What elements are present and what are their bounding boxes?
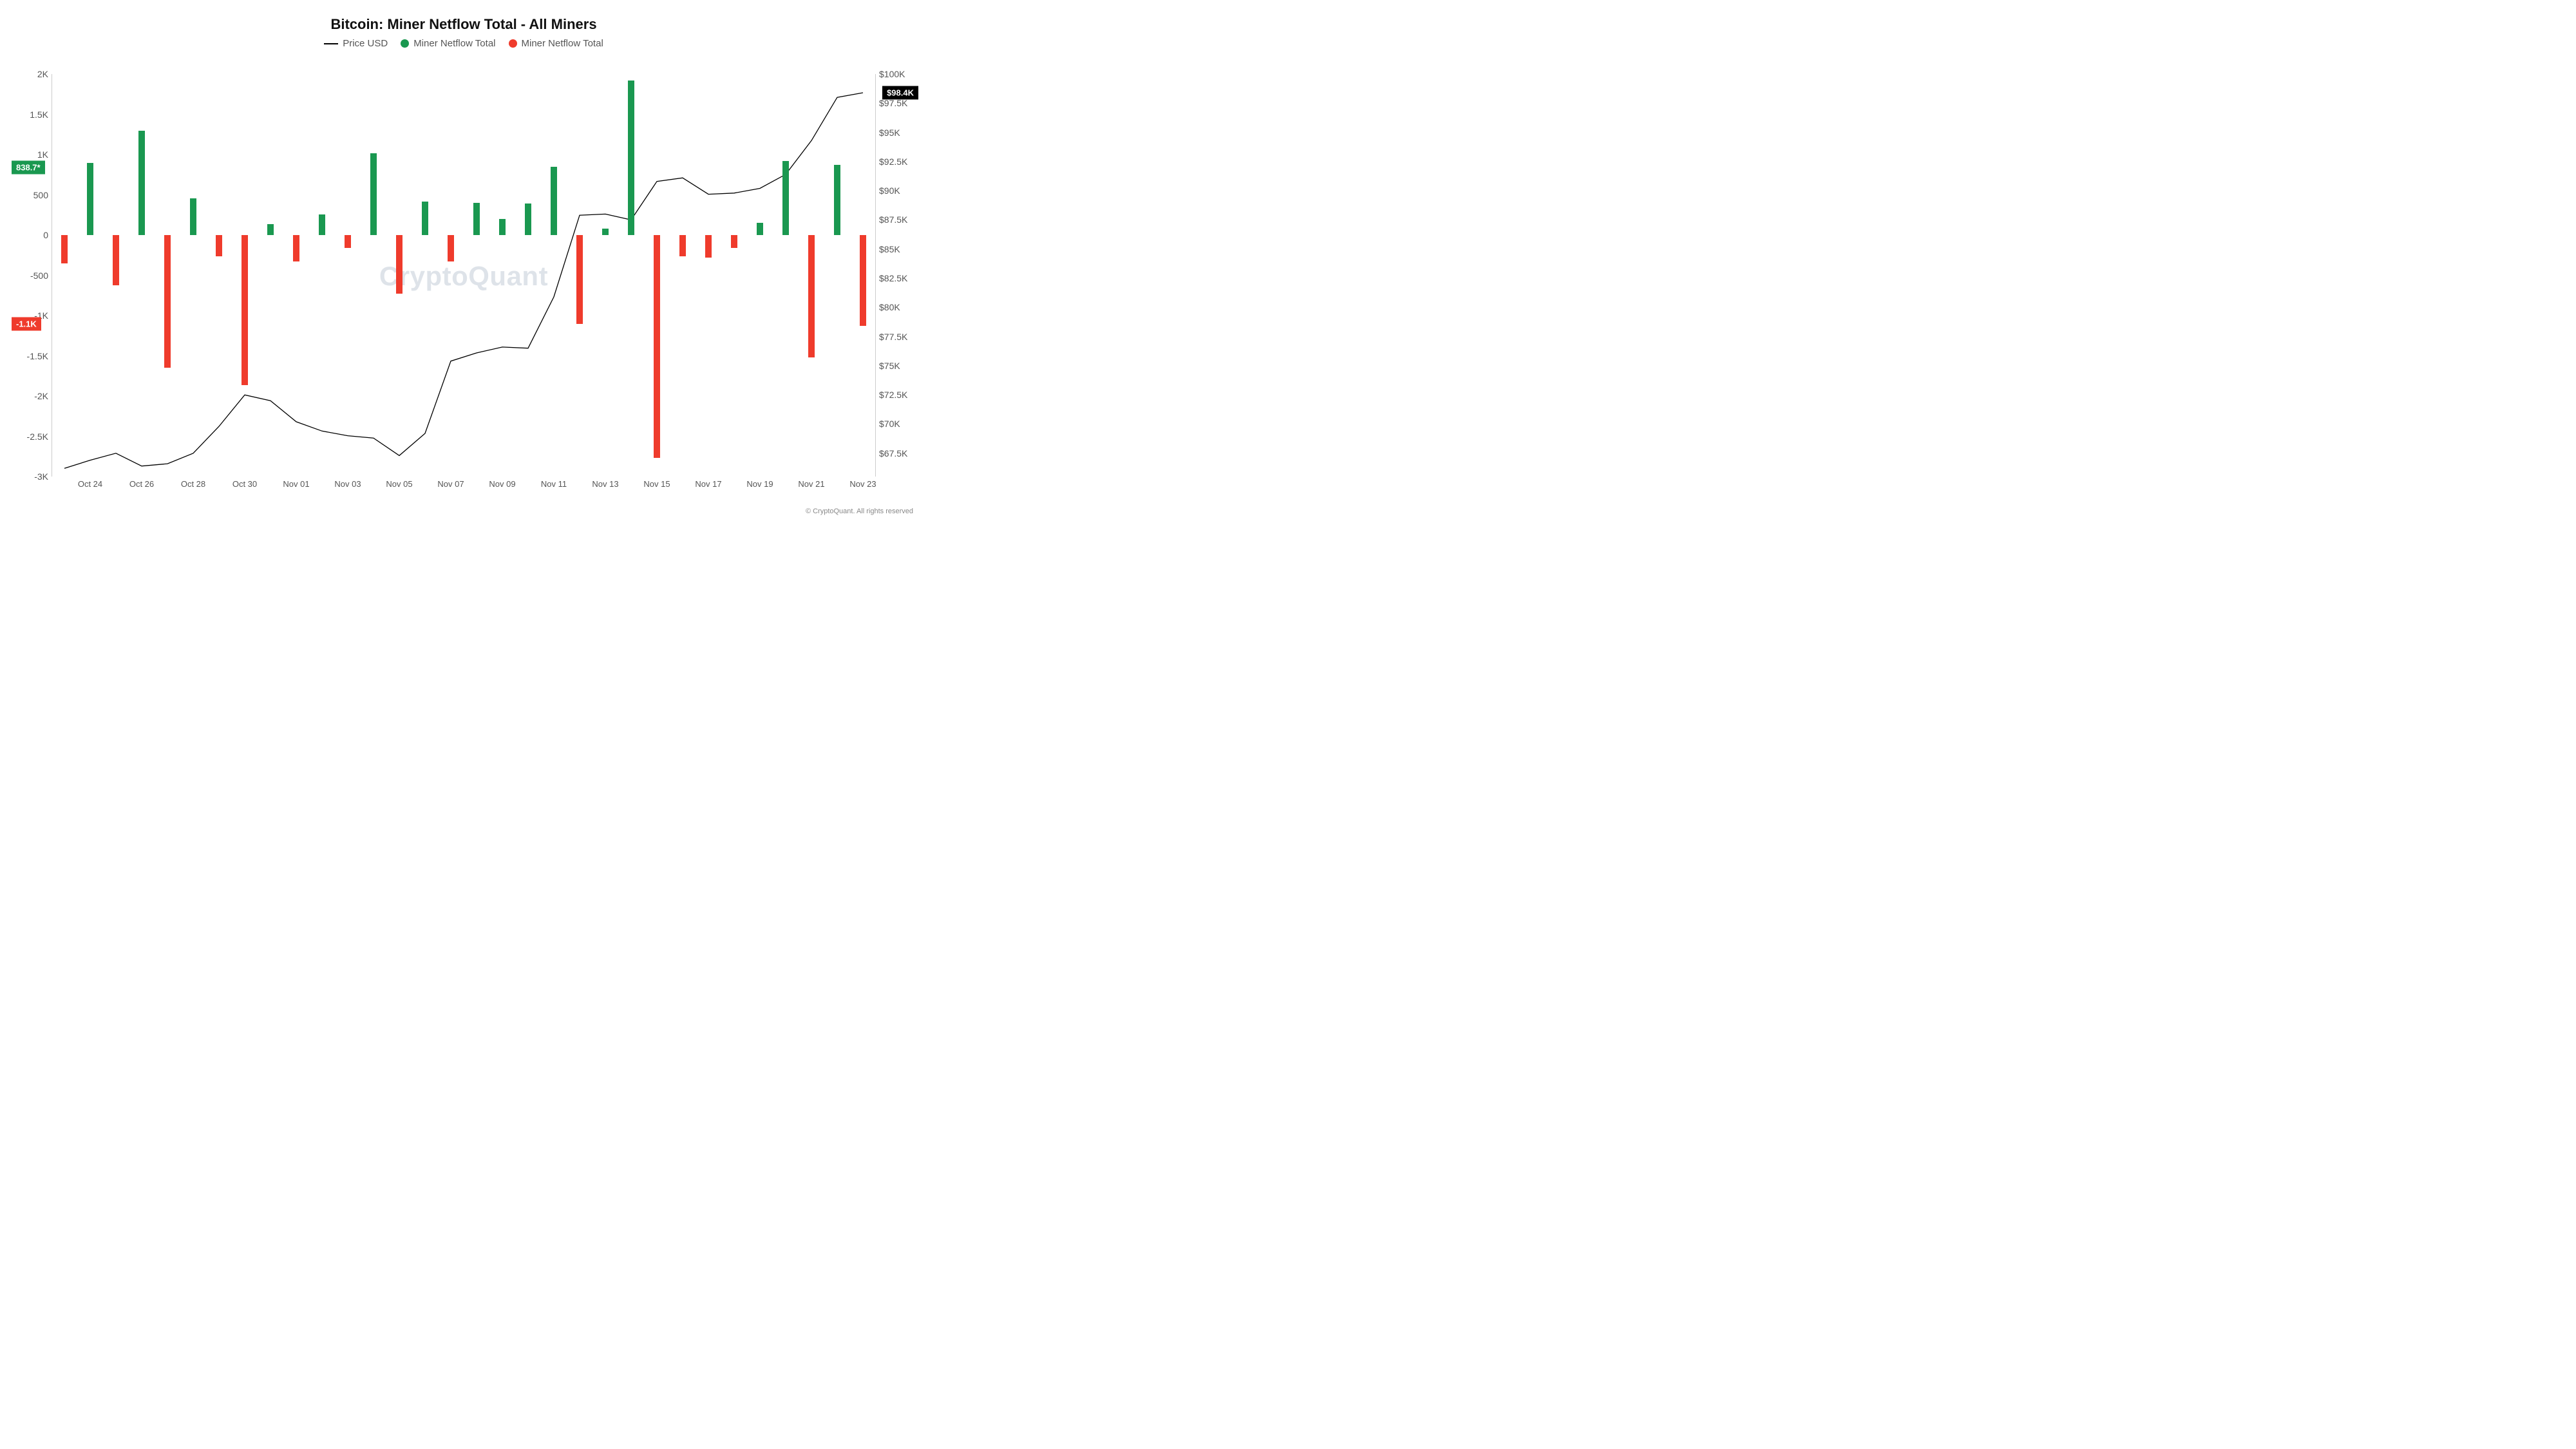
netflow-bar — [525, 204, 531, 235]
ytick-right: $75K — [879, 361, 914, 371]
xtick: Oct 26 — [129, 479, 154, 489]
badge-right-price-label: $98.4K — [887, 88, 914, 97]
legend-dot-red-icon — [509, 39, 517, 48]
netflow-bar — [499, 219, 506, 235]
ytick-right: $92.5K — [879, 156, 914, 167]
ytick-left: 500 — [16, 190, 48, 200]
netflow-bar — [679, 235, 686, 256]
ytick-left: -500 — [16, 270, 48, 281]
xtick: Nov 11 — [541, 479, 567, 489]
ytick-right: $82.5K — [879, 273, 914, 283]
copyright: © CryptoQuant. All rights reserved — [806, 507, 913, 515]
xtick: Nov 21 — [798, 479, 824, 489]
xtick: Nov 09 — [489, 479, 515, 489]
netflow-bar — [267, 224, 274, 236]
legend-item-pos: Miner Netflow Total — [401, 38, 495, 49]
netflow-bar — [757, 223, 763, 235]
netflow-bar — [164, 235, 171, 368]
xtick: Oct 30 — [232, 479, 257, 489]
netflow-bar — [860, 235, 866, 326]
netflow-bar — [808, 235, 815, 357]
chart-title: Bitcoin: Miner Netflow Total - All Miner… — [6, 16, 921, 33]
ytick-left: 1.5K — [16, 109, 48, 120]
netflow-bar — [628, 80, 634, 235]
ytick-left: -2.5K — [16, 431, 48, 442]
y-axis-right: $100K$97.5K$95K$92.5K$90K$87.5K$85K$82.5… — [879, 74, 914, 477]
ytick-right: $95K — [879, 128, 914, 138]
netflow-bar — [293, 235, 299, 261]
ytick-right: $72.5K — [879, 390, 914, 400]
ytick-left: 1K — [16, 149, 48, 160]
netflow-bar — [370, 153, 377, 236]
ytick-left: -1.5K — [16, 351, 48, 361]
legend: Price USD Miner Netflow Total Miner Netf… — [6, 38, 921, 49]
xtick: Nov 03 — [334, 479, 361, 489]
legend-label-price: Price USD — [343, 38, 388, 49]
ytick-left: -2K — [16, 391, 48, 401]
xtick: Nov 17 — [695, 479, 721, 489]
x-axis: Oct 24 Oct 26 Oct 28 Oct 30 Nov 01 Nov 03 Nov … — [52, 479, 876, 495]
ytick-left: 0 — [16, 230, 48, 240]
xtick: Nov 13 — [592, 479, 618, 489]
badge-right-price: $98.4K — [882, 86, 918, 99]
netflow-bar — [731, 235, 737, 248]
ytick-right: $67.5K — [879, 448, 914, 459]
plot-canvas: CryptoQuant — [52, 74, 876, 477]
legend-item-neg: Miner Netflow Total — [509, 38, 603, 49]
ytick-left: 2K — [16, 69, 48, 79]
netflow-bar — [602, 229, 609, 235]
ytick-right: $97.5K — [879, 98, 914, 108]
badge-left-red: -1.1K — [12, 317, 41, 330]
legend-label-neg: Miner Netflow Total — [522, 38, 603, 49]
xtick: Nov 23 — [849, 479, 876, 489]
netflow-bar — [87, 163, 93, 236]
ytick-right: $85K — [879, 244, 914, 254]
ytick-right: $77.5K — [879, 332, 914, 342]
netflow-bar — [834, 165, 840, 235]
ytick-right: $70K — [879, 419, 914, 429]
chart-container: Bitcoin: Miner Netflow Total - All Miner… — [0, 0, 927, 522]
netflow-bar — [242, 235, 248, 385]
netflow-bar — [216, 235, 222, 256]
netflow-bar — [345, 235, 351, 248]
netflow-bar — [113, 235, 119, 285]
xtick: Nov 19 — [746, 479, 773, 489]
legend-dot-green-icon — [401, 39, 409, 48]
plot-area: CryptoQuant 2K1.5K1K5000-500-1K-1.5K-2K-… — [52, 74, 876, 477]
legend-line-icon — [324, 43, 338, 44]
xtick: Oct 24 — [78, 479, 102, 489]
legend-item-price: Price USD — [324, 38, 388, 49]
netflow-bar — [782, 161, 789, 235]
netflow-bar — [654, 235, 660, 458]
price-line — [52, 74, 876, 477]
badge-left-green-label: 838.7* — [16, 163, 41, 173]
ytick-right: $80K — [879, 302, 914, 312]
xtick: Nov 01 — [283, 479, 309, 489]
xtick: Oct 28 — [181, 479, 205, 489]
netflow-bar — [396, 235, 402, 294]
netflow-bar — [138, 131, 145, 236]
netflow-bar — [551, 167, 557, 235]
netflow-bar — [422, 202, 428, 236]
ytick-right: $87.5K — [879, 214, 914, 225]
badge-left-green: 838.7* — [12, 161, 45, 175]
netflow-bar — [319, 214, 325, 236]
xtick: Nov 15 — [643, 479, 670, 489]
netflow-bar — [576, 235, 583, 324]
ytick-left: -3K — [16, 471, 48, 482]
xtick: Nov 05 — [386, 479, 412, 489]
badge-left-red-label: -1.1K — [16, 319, 37, 328]
netflow-bar — [473, 203, 480, 235]
legend-label-pos: Miner Netflow Total — [413, 38, 495, 49]
y-axis-left: 2K1.5K1K5000-500-1K-1.5K-2K-2.5K-3K — [16, 74, 48, 477]
xtick: Nov 07 — [437, 479, 464, 489]
netflow-bar — [448, 235, 454, 261]
netflow-bar — [190, 198, 196, 236]
ytick-right: $90K — [879, 185, 914, 196]
ytick-right: $100K — [879, 69, 914, 79]
netflow-bar — [61, 235, 68, 263]
netflow-bar — [705, 235, 712, 258]
